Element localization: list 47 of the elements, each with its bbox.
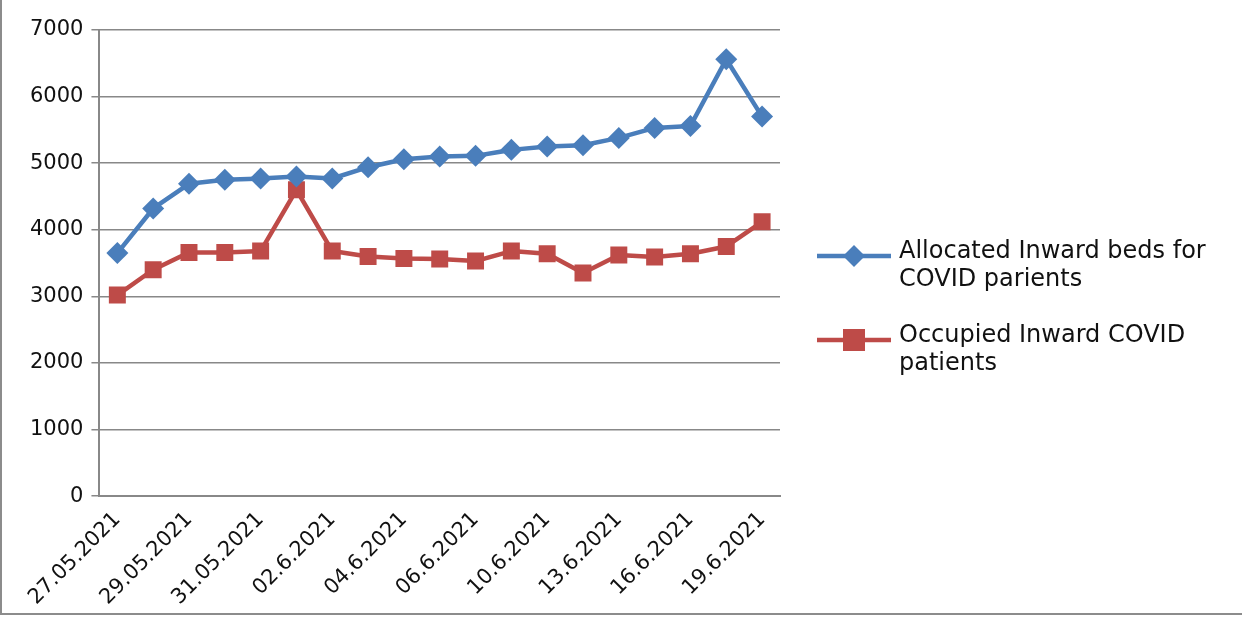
point	[357, 156, 380, 179]
point	[144, 261, 162, 279]
y-tick-label: 0	[70, 482, 84, 507]
y-tick-label: 6000	[29, 83, 84, 108]
point	[502, 242, 520, 260]
y-tick-label: 3000	[29, 282, 84, 307]
point	[500, 138, 523, 161]
point	[180, 243, 198, 261]
point	[252, 242, 270, 260]
point	[395, 249, 413, 267]
point	[751, 105, 774, 128]
legend-label: Occupied Inward COVID patients	[899, 320, 1187, 376]
point	[538, 245, 556, 263]
point	[108, 286, 126, 304]
point	[681, 245, 699, 263]
point	[359, 247, 377, 265]
point	[643, 116, 666, 139]
y-tick-label: 7000	[29, 16, 84, 41]
point	[610, 246, 628, 264]
point	[574, 264, 592, 282]
point	[392, 148, 415, 171]
point	[213, 168, 236, 191]
point	[177, 172, 200, 195]
y-tick-label: 5000	[29, 149, 84, 174]
point	[323, 242, 341, 260]
y-tick-label: 4000	[29, 216, 84, 241]
point	[464, 144, 487, 167]
point	[572, 134, 594, 157]
point	[753, 213, 771, 231]
y-tick-label: 2000	[29, 349, 84, 374]
y-tick-label: 1000	[29, 416, 84, 441]
point	[679, 114, 702, 137]
point	[467, 252, 485, 270]
point	[536, 135, 559, 158]
point	[249, 167, 272, 190]
point	[607, 126, 630, 149]
point	[431, 250, 449, 268]
point	[321, 167, 344, 190]
legend-label: Allocated Inward beds for COVID parients	[899, 236, 1207, 292]
point	[216, 243, 234, 261]
point	[646, 248, 664, 266]
point	[717, 237, 735, 255]
point	[285, 165, 308, 188]
point	[715, 48, 738, 71]
point	[142, 197, 165, 220]
point	[106, 242, 129, 265]
point	[428, 145, 451, 168]
